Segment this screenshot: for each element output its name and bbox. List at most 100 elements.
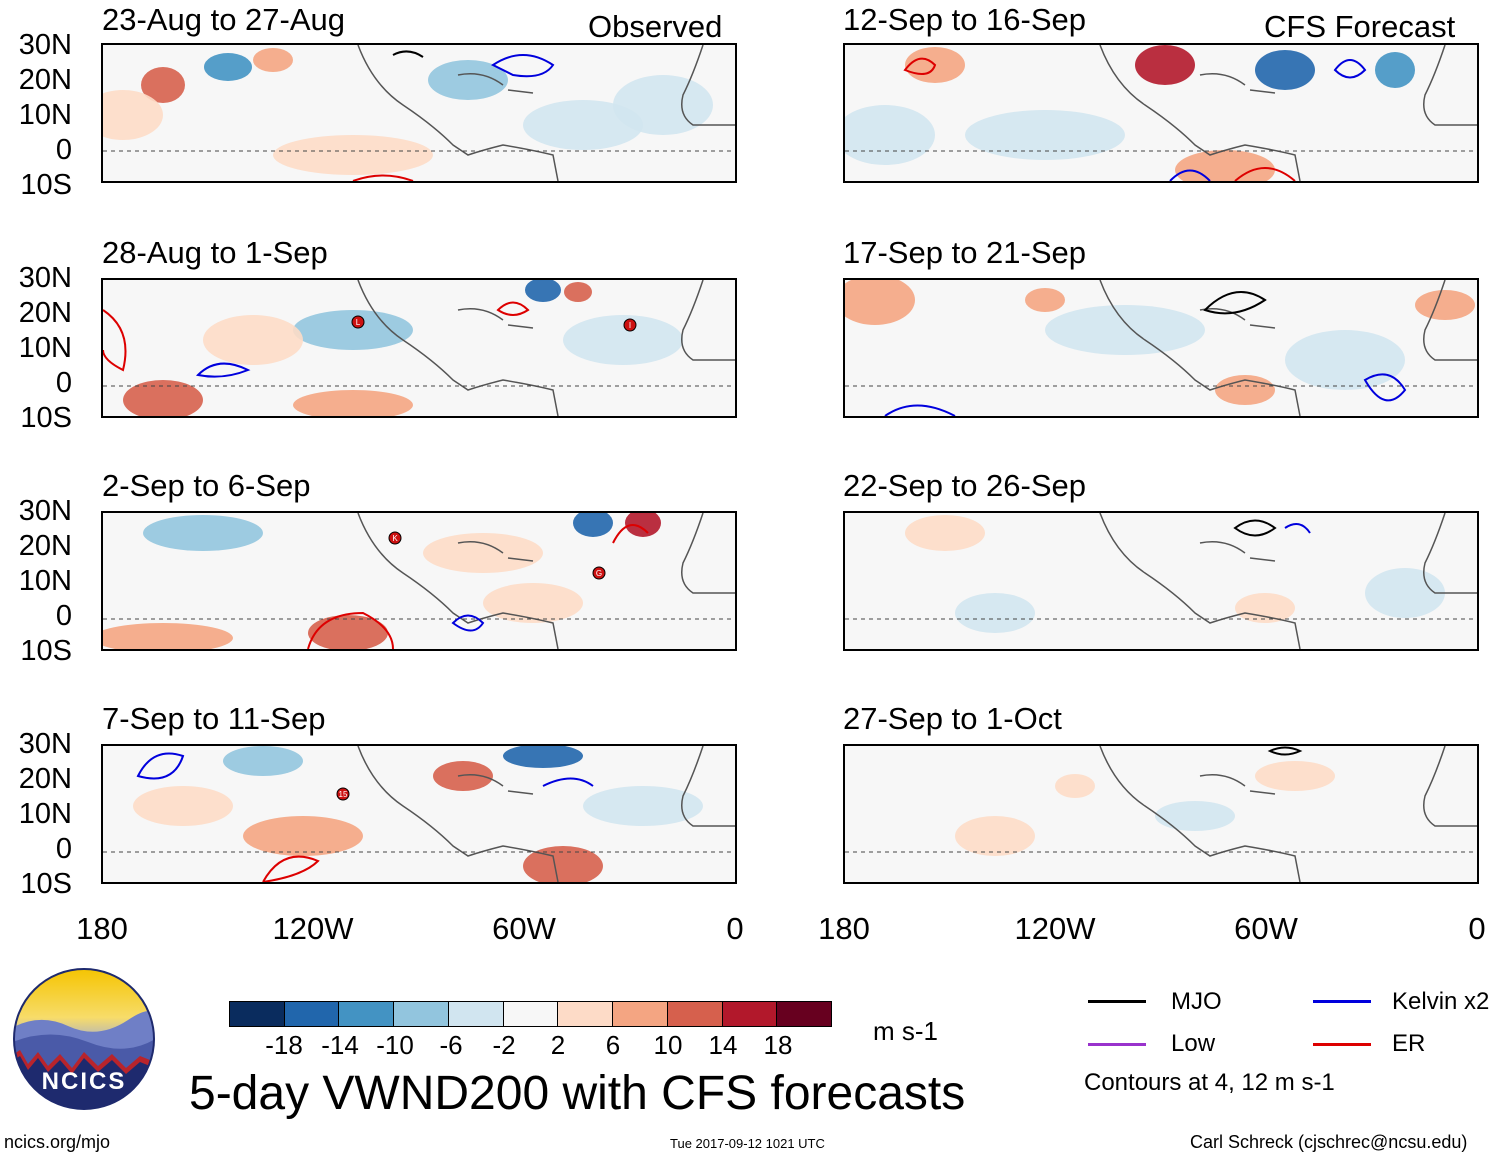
wind-anomaly-shading	[428, 60, 508, 100]
colorbar-label: -18	[265, 1030, 303, 1060]
wave-contour	[496, 301, 530, 316]
wind-anomaly-shading	[523, 846, 603, 882]
wind-anomaly-shading	[133, 786, 233, 826]
y-label: 10N	[18, 565, 72, 597]
wind-anomaly-shading	[525, 280, 561, 302]
wave-contour	[1267, 746, 1303, 756]
panel-title-right-1: 12-Sep to 16-Sep	[843, 2, 1087, 37]
wave-contour	[1284, 523, 1311, 534]
wave-contour	[491, 54, 555, 78]
wind-anomaly-shading	[223, 746, 303, 776]
wave-contour	[352, 174, 414, 181]
wind-anomaly-shading	[123, 380, 203, 416]
wave-contour	[262, 855, 320, 882]
coastline	[457, 774, 534, 795]
coastline	[457, 73, 534, 94]
colorbar-swatch	[230, 1002, 284, 1026]
map-panel-forecast-1	[843, 43, 1479, 183]
wind-anomaly-shading	[613, 75, 713, 135]
coastline	[1199, 308, 1276, 329]
observed-label: Observed	[588, 9, 723, 44]
storm-marker-icon	[592, 566, 606, 580]
wind-anomaly-shading	[1175, 150, 1275, 181]
wind-anomaly-shading	[845, 280, 915, 325]
wind-anomaly-shading	[1135, 45, 1195, 85]
map-panel-forecast-3	[843, 511, 1479, 651]
storm-marker-icon	[336, 787, 350, 801]
coastline	[1199, 73, 1276, 94]
panel-title-right-4: 27-Sep to 1-Oct	[843, 701, 1062, 736]
coastline	[457, 308, 534, 329]
legend-label-low: Low	[1171, 1030, 1216, 1057]
colorbar-swatch	[557, 1002, 613, 1026]
coastline	[1099, 45, 1477, 181]
wave-contour	[1333, 59, 1367, 79]
wind-anomaly-shading	[273, 135, 433, 175]
colorbar-label: -14	[321, 1030, 359, 1060]
contours-note: Contours at 4, 12 m s-1	[1084, 1069, 1335, 1096]
y-label: 10N	[18, 332, 72, 364]
logo-text: NCICS	[41, 1068, 127, 1095]
x-label: 0	[726, 911, 744, 946]
wind-anomaly-shading	[563, 315, 683, 365]
wind-anomaly-shading	[253, 48, 293, 72]
panel-title-left-3: 2-Sep to 6-Sep	[102, 468, 311, 503]
storm-marker-label: 15	[339, 790, 348, 799]
coastline	[357, 513, 735, 649]
legend-line-er	[1313, 1043, 1371, 1046]
footer-link[interactable]: ncics.org/mjo	[4, 1132, 111, 1152]
colorbar-label: 10	[653, 1030, 683, 1060]
coastline	[1099, 746, 1477, 882]
ncics-logo[interactable]: NCICS	[8, 968, 160, 1110]
storm-marker-icon	[388, 531, 402, 545]
y-label: 20N	[18, 763, 72, 795]
wind-anomaly-shading	[1025, 288, 1065, 312]
wind-anomaly-shading	[905, 515, 985, 551]
colorbar-label: 2	[550, 1030, 566, 1060]
legend-line-kelvin	[1313, 1000, 1371, 1003]
wind-anomaly-shading	[293, 390, 413, 416]
x-label: 60W	[1234, 911, 1298, 946]
wind-anomaly-shading	[243, 816, 363, 856]
wind-anomaly-shading	[1055, 774, 1095, 798]
wave-contour	[103, 309, 127, 372]
colorbar-label: 14	[708, 1030, 738, 1060]
storm-marker-label: K	[392, 534, 398, 543]
colorbar-swatch	[776, 1002, 832, 1026]
colorbar-swatch	[283, 1002, 339, 1026]
wind-anomaly-shading	[483, 583, 583, 623]
wind-anomaly-shading	[1375, 52, 1415, 88]
wind-anomaly-shading	[143, 515, 263, 551]
legend-label-er: ER	[1392, 1030, 1426, 1057]
wind-anomaly-shading	[1415, 290, 1475, 320]
wind-anomaly-shading	[625, 513, 661, 537]
wave-contour	[136, 752, 185, 780]
wind-anomaly-shading	[845, 105, 935, 165]
wind-anomaly-shading	[293, 310, 413, 350]
y-label: 30N	[18, 728, 72, 760]
colorbar-label: 18	[763, 1030, 793, 1060]
x-label: 0	[1468, 911, 1486, 946]
storm-marker-icon	[623, 318, 637, 332]
wind-anomaly-shading	[1285, 330, 1405, 390]
wind-anomaly-shading	[583, 786, 703, 826]
coastline	[357, 746, 735, 882]
colorbar-swatch	[447, 1002, 503, 1026]
footer-timestamp: Tue 2017-09-12 1021 UTC	[670, 1136, 825, 1151]
wave-contour	[1233, 519, 1277, 537]
panel-title-left-4: 7-Sep to 11-Sep	[102, 701, 326, 736]
y-label: 10N	[18, 798, 72, 830]
wind-anomaly-shading	[433, 761, 493, 791]
colorbar-label: -10	[376, 1030, 414, 1060]
x-label: 180	[818, 911, 870, 946]
wind-anomaly-shading	[955, 593, 1035, 633]
wave-contour	[612, 524, 649, 544]
main-title: 5-day VWND200 with CFS forecasts	[189, 1067, 966, 1120]
coastline	[1099, 280, 1477, 416]
wind-anomaly-shading	[503, 746, 583, 768]
x-label: 180	[76, 911, 128, 946]
legend-label-mjo: MJO	[1171, 988, 1222, 1015]
y-label: 30N	[18, 495, 72, 527]
wave-contour	[1203, 291, 1267, 315]
